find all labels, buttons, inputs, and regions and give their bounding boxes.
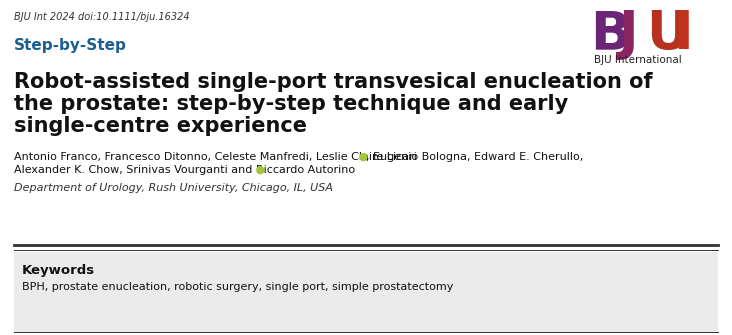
Text: BJU Int 2024 doi:10.1111/bju.16324: BJU Int 2024 doi:10.1111/bju.16324	[14, 12, 190, 22]
Text: BPH, prostate enucleation, robotic surgery, single port, simple prostatectomy: BPH, prostate enucleation, robotic surge…	[22, 282, 453, 292]
Text: Alexander K. Chow, Srinivas Vourganti and Riccardo Autorino: Alexander K. Chow, Srinivas Vourganti an…	[14, 165, 355, 175]
Text: ●: ●	[252, 165, 265, 175]
Text: Antonio Franco, Francesco Ditonno, Celeste Manfredi, Leslie Claire Licari: Antonio Franco, Francesco Ditonno, Celes…	[14, 152, 417, 162]
Text: B: B	[590, 8, 630, 60]
Text: J: J	[619, 8, 638, 60]
FancyBboxPatch shape	[14, 252, 718, 333]
Text: Department of Urology, Rush University, Chicago, IL, USA: Department of Urology, Rush University, …	[14, 183, 333, 193]
Text: BJU International: BJU International	[594, 55, 681, 65]
Text: ●: ●	[355, 152, 368, 162]
Text: Robot-assisted single-port transvesical enucleation of: Robot-assisted single-port transvesical …	[14, 72, 653, 92]
Text: I: I	[673, 8, 692, 60]
Text: the prostate: step-by-step technique and early: the prostate: step-by-step technique and…	[14, 94, 568, 114]
Text: Keywords: Keywords	[22, 264, 95, 277]
Text: , Eugenio Bologna, Edward E. Cherullo,: , Eugenio Bologna, Edward E. Cherullo,	[366, 152, 583, 162]
Text: U: U	[646, 8, 689, 60]
Text: Step-by-Step: Step-by-Step	[14, 38, 127, 53]
Text: single-centre experience: single-centre experience	[14, 116, 307, 136]
